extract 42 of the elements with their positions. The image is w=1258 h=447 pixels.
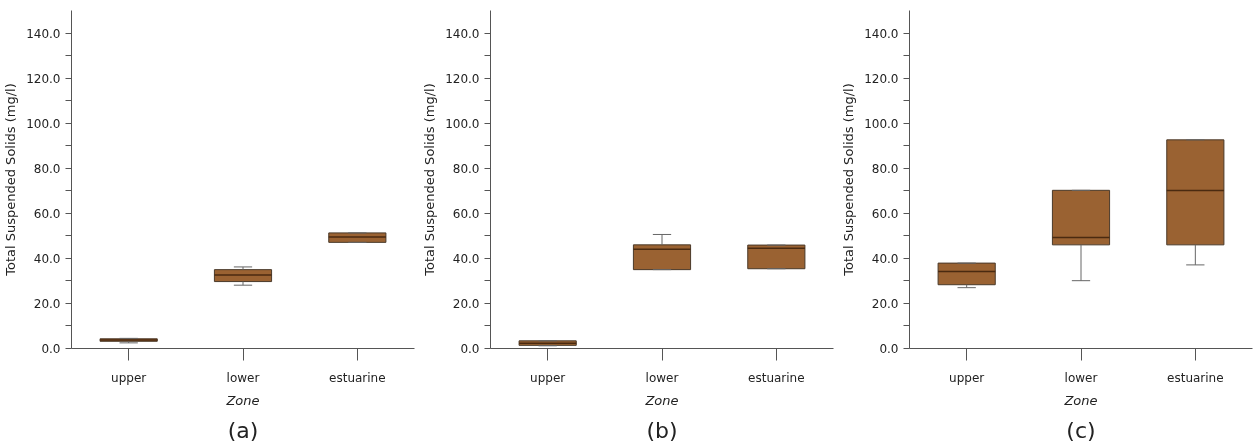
x-tick-label: upper [111, 370, 147, 385]
x-tick-label: upper [530, 370, 566, 385]
y-tick-label: 0.0 [41, 342, 61, 356]
y-tick-label: 140.0 [864, 26, 899, 41]
x-axis-title: Zone [1063, 392, 1098, 408]
y-axis-title: Total Suspended Solids (mg/l) [3, 83, 19, 277]
y-tick-label: 140.0 [445, 26, 480, 41]
x-tick-label: estuarine [329, 370, 386, 385]
x-tick-label: estuarine [748, 370, 805, 385]
y-tick-label: 100.0 [445, 116, 480, 131]
y-axis-title: Total Suspended Solids (mg/l) [422, 83, 438, 277]
y-tick-label: 120.0 [864, 71, 899, 86]
y-tick-label: 80.0 [452, 161, 480, 176]
y-tick-label: 0.0 [460, 342, 480, 356]
y-tick-label: 40.0 [33, 251, 61, 266]
x-tick-label: lower [226, 370, 260, 385]
y-tick-label: 60.0 [33, 206, 61, 221]
y-tick-label: 100.0 [26, 116, 61, 131]
y-tick-label: 140.0 [26, 26, 61, 41]
y-tick-label: 100.0 [864, 116, 899, 131]
x-tick-label: lower [645, 370, 679, 385]
y-tick-label: 20.0 [871, 296, 899, 311]
y-tick-label: 0.0 [879, 342, 899, 356]
y-tick-label: 20.0 [452, 296, 480, 311]
y-tick-label: 60.0 [452, 206, 480, 221]
y-tick-label: 120.0 [445, 71, 480, 86]
y-tick-label: 40.0 [452, 251, 480, 266]
y-tick-label: 40.0 [871, 251, 899, 266]
y-tick-label: 120.0 [26, 71, 61, 86]
text: (b) [646, 417, 678, 443]
y-tick-label: 80.0 [871, 161, 899, 176]
x-axis-title: Zone [644, 392, 679, 408]
y-tick-label: 80.0 [33, 161, 61, 176]
y-tick-label: 20.0 [33, 296, 61, 311]
x-tick-label: estuarine [1167, 370, 1224, 385]
text: (c) [1066, 417, 1096, 443]
y-tick-label: 60.0 [871, 206, 899, 221]
x-tick-label: upper [949, 370, 985, 385]
x-axis-title: Zone [225, 392, 260, 408]
x-tick-label: lower [1064, 370, 1098, 385]
y-axis-title: Total Suspended Solids (mg/l) [841, 83, 857, 277]
text: (a) [227, 417, 259, 443]
